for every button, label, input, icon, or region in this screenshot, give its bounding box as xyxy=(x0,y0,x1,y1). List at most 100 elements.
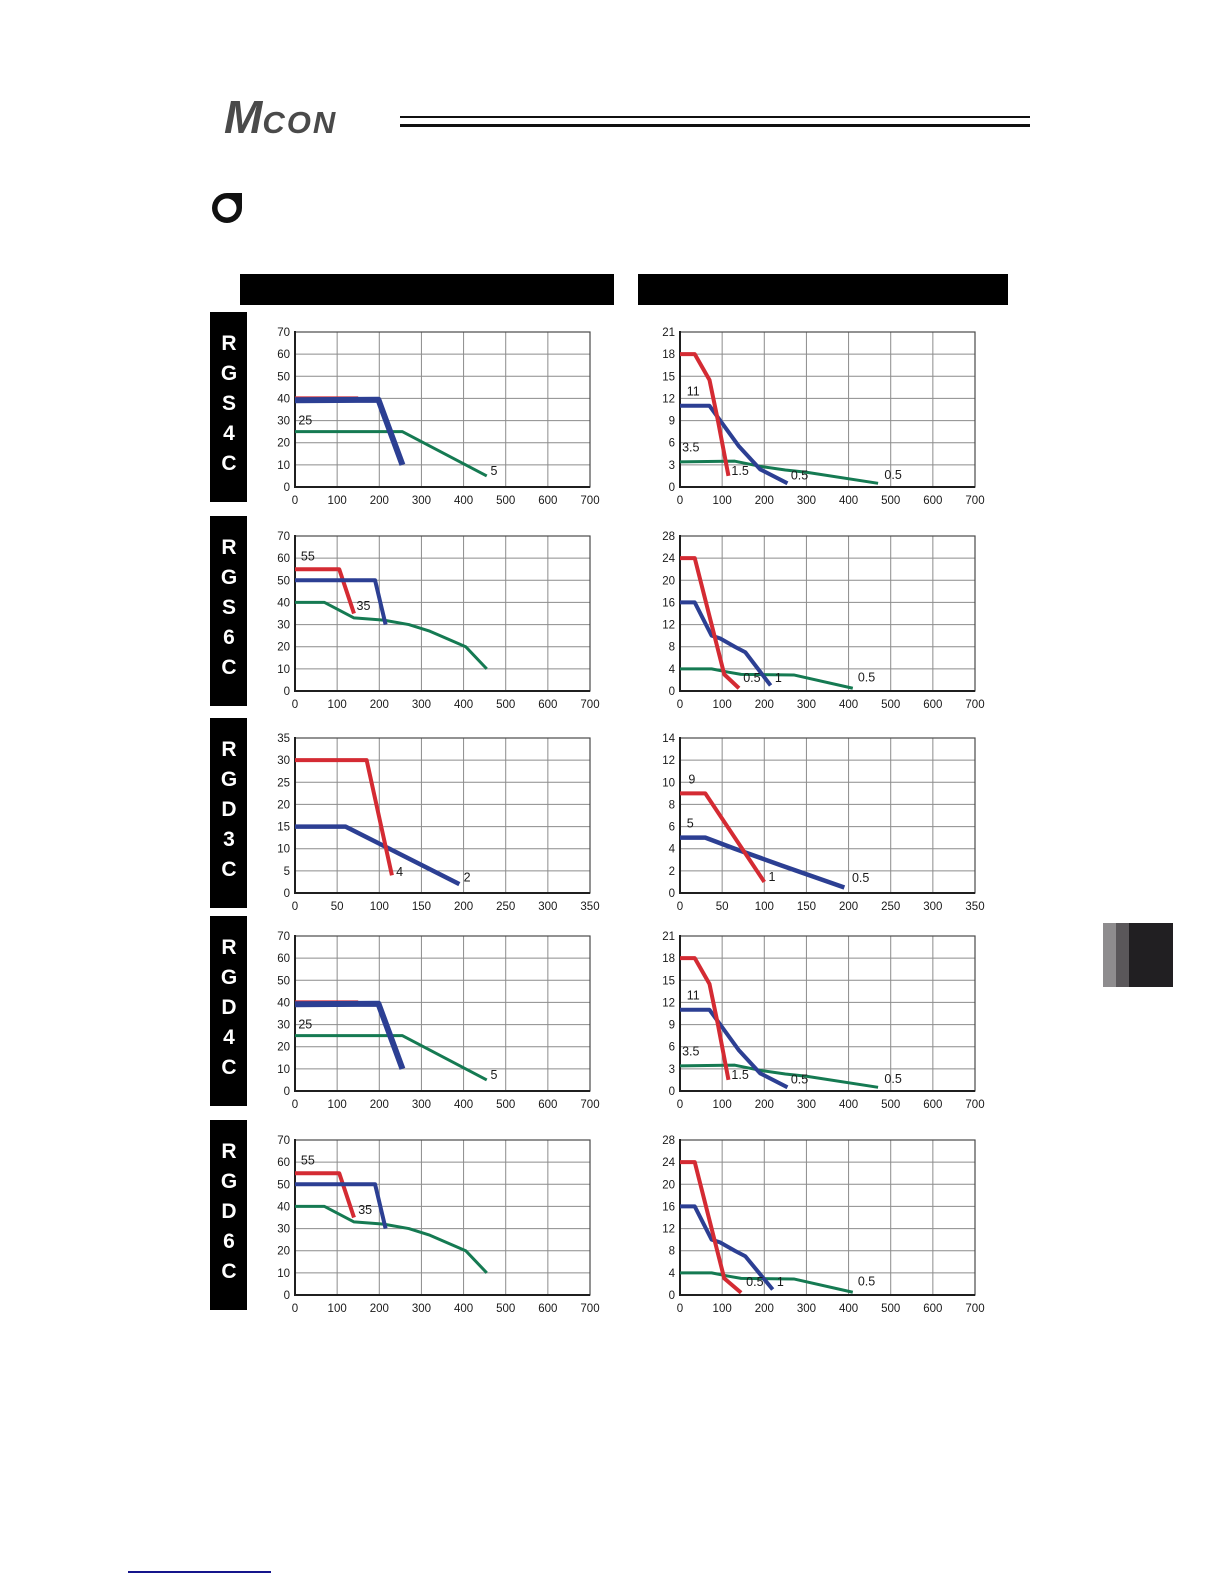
x-tick-label: 400 xyxy=(839,1099,858,1111)
point-label: 1 xyxy=(769,870,776,884)
x-tick-label: 100 xyxy=(713,1099,732,1111)
y-tick-label: 2 xyxy=(669,866,675,878)
y-tick-label: 10 xyxy=(277,664,290,676)
point-label: 1 xyxy=(775,671,782,685)
x-tick-label: 200 xyxy=(755,1303,774,1315)
point-label: 0.5 xyxy=(858,1275,875,1289)
y-tick-label: 10 xyxy=(277,460,290,472)
x-tick-label: 150 xyxy=(797,901,816,913)
series-blue-line xyxy=(295,824,461,887)
x-tick-label: 0 xyxy=(677,901,683,913)
x-tick-label: 600 xyxy=(923,1099,942,1111)
y-tick-label: 0 xyxy=(669,1086,675,1098)
x-tick-label: 100 xyxy=(328,1303,347,1315)
y-tick-label: 16 xyxy=(662,597,675,609)
brand-logo-text: CON xyxy=(262,105,338,140)
y-tick-label: 0 xyxy=(284,686,290,698)
y-tick-label: 60 xyxy=(277,1157,290,1169)
x-tick-label: 700 xyxy=(965,699,984,711)
y-tick-label: 20 xyxy=(662,1179,675,1191)
y-tick-label: 0 xyxy=(669,888,675,900)
series-green-line xyxy=(680,667,854,690)
y-tick-label: 30 xyxy=(277,1224,290,1236)
x-tick-label: 300 xyxy=(538,901,557,913)
y-tick-label: 3 xyxy=(669,460,675,472)
x-tick-label: 300 xyxy=(412,495,431,507)
y-tick-label: 25 xyxy=(277,777,290,789)
x-tick-label: 0 xyxy=(677,1303,683,1315)
x-tick-label: 600 xyxy=(923,1303,942,1315)
series-blue-line xyxy=(294,396,406,466)
model-label-rgs6c: RGS6C xyxy=(210,516,247,706)
y-tick-label: 30 xyxy=(277,755,290,767)
y-tick-label: 28 xyxy=(662,531,675,543)
y-tick-label: 70 xyxy=(277,931,290,943)
chart-rgd6c-horizontal: 0 100 200 300 400 500 600 700 0 10 20 30 40 50 60 70 55 3… xyxy=(253,1130,604,1323)
x-tick-label: 700 xyxy=(580,1303,599,1315)
series-green-line xyxy=(295,600,488,670)
y-tick-label: 21 xyxy=(662,931,675,943)
model-label-text: RGS4C xyxy=(217,332,241,482)
chart-rgs4c-vertical: 0 100 200 300 400 500 600 700 0 3 6 9 12 15 18 21 11 3.5 1… xyxy=(638,322,989,515)
y-tick-label: 35 xyxy=(277,733,290,745)
chart-rgs6c-vertical: 0 100 200 300 400 500 600 700 0 4 8 12 16 20 24 28 0.5 1 0… xyxy=(638,526,989,719)
x-tick-label: 200 xyxy=(755,1099,774,1111)
x-tick-label: 0 xyxy=(292,1303,298,1315)
series-green-line xyxy=(295,1204,488,1274)
series-green-line xyxy=(295,1034,488,1082)
x-tick-label: 700 xyxy=(965,1099,984,1111)
plot-border xyxy=(294,935,591,1092)
y-tick-label: 8 xyxy=(669,642,675,654)
chart-svg: 0 100 200 300 400 500 600 700 0 3 6 9 12 15 18 21 11 3.5 1… xyxy=(662,931,984,1111)
y-tick-label: 14 xyxy=(662,733,675,745)
y-tick-label: 0 xyxy=(669,686,675,698)
plot-border xyxy=(294,331,591,488)
series-blue-line xyxy=(680,403,789,486)
plot-border xyxy=(294,1139,591,1296)
point-label: 11 xyxy=(687,988,700,1002)
y-tick-label: 6 xyxy=(669,822,675,834)
x-tick-label: 200 xyxy=(370,1099,389,1111)
y-tick-label: 0 xyxy=(284,482,290,494)
x-tick-label: 200 xyxy=(370,1303,389,1315)
chart-svg: 0 50 100 150 200 250 300 350 0 2 4 6 8 10 12 14 9 5 1 0.5 xyxy=(662,733,984,913)
chart-row-rgs4c: RGS4C 0 100 200 300 400 500 600 700 0 10 20 30 40 50 6… xyxy=(210,312,1224,508)
page-edge-tab xyxy=(1103,923,1173,987)
x-tick-label: 100 xyxy=(713,495,732,507)
y-tick-label: 4 xyxy=(669,664,676,676)
y-tick-label: 20 xyxy=(277,642,290,654)
model-label-text: RGD4C xyxy=(217,936,241,1086)
series-red-line xyxy=(680,956,731,1081)
chart-rgs4c-horizontal: 0 100 200 300 400 500 600 700 0 10 20 30 40 50 60 70 25 5 xyxy=(253,322,604,515)
series-red-line xyxy=(680,556,741,690)
y-tick-label: 3 xyxy=(669,1064,675,1076)
x-tick-label: 700 xyxy=(580,1099,599,1111)
brand-logo-initial: M xyxy=(224,91,263,143)
y-tick-label: 21 xyxy=(662,327,675,339)
y-tick-label: 12 xyxy=(662,1224,675,1236)
point-label: 0.5 xyxy=(791,1073,808,1087)
chart-svg: 0 100 200 300 400 500 600 700 0 10 20 30 40 50 60 70 25 5 xyxy=(277,931,599,1111)
y-tick-label: 70 xyxy=(277,531,290,543)
x-tick-label: 300 xyxy=(923,901,942,913)
point-label: 1 xyxy=(777,1275,784,1289)
x-tick-label: 100 xyxy=(328,699,347,711)
x-tick-label: 500 xyxy=(496,495,515,507)
y-tick-label: 10 xyxy=(662,777,675,789)
y-tick-label: 0 xyxy=(284,888,290,900)
x-tick-label: 200 xyxy=(755,699,774,711)
series-red-line xyxy=(680,1160,743,1295)
x-tick-label: 100 xyxy=(328,495,347,507)
x-tick-label: 500 xyxy=(881,1099,900,1111)
y-tick-label: 10 xyxy=(277,844,290,856)
plot-border xyxy=(679,737,976,894)
y-tick-label: 70 xyxy=(277,327,290,339)
y-tick-label: 12 xyxy=(662,997,675,1009)
x-tick-label: 200 xyxy=(370,699,389,711)
y-tick-label: 20 xyxy=(662,575,675,587)
x-tick-label: 200 xyxy=(454,901,473,913)
y-tick-label: 50 xyxy=(277,575,290,587)
y-tick-label: 12 xyxy=(662,393,675,405)
x-tick-label: 700 xyxy=(965,495,984,507)
chart-rgd4c-vertical: 0 100 200 300 400 500 600 700 0 3 6 9 12 15 18 21 11 3.5 1… xyxy=(638,926,989,1119)
